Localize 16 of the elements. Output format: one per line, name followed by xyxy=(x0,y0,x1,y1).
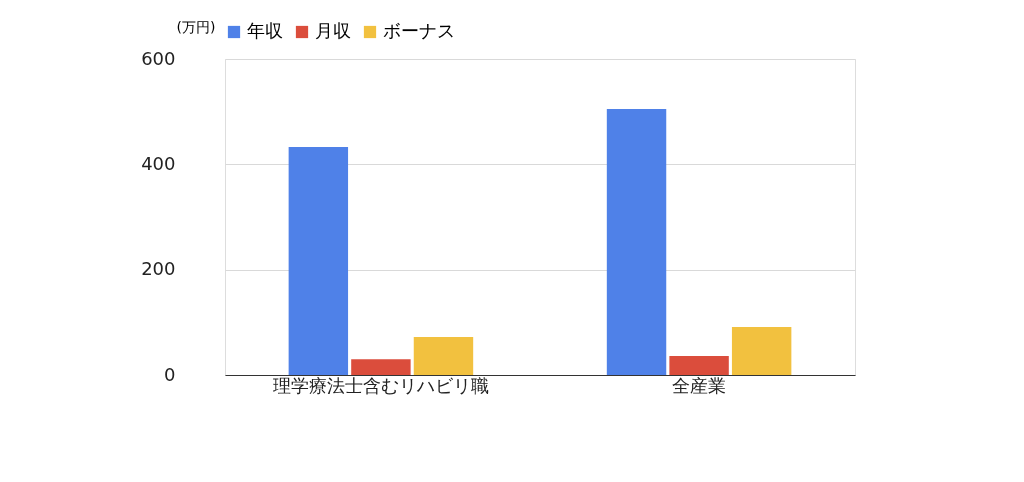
y-tick-label: 200 xyxy=(141,258,176,280)
legend-label: 月収 xyxy=(315,20,351,41)
bar xyxy=(669,356,729,375)
legend-label: ボーナス xyxy=(383,20,455,41)
bar xyxy=(288,146,349,375)
y-axis-title: (万円) xyxy=(176,18,216,35)
y-tick-label: 400 xyxy=(141,152,176,174)
bar xyxy=(413,337,474,375)
bar xyxy=(606,109,667,375)
bar xyxy=(351,359,411,375)
y-tick-label: 600 xyxy=(141,47,176,69)
bar xyxy=(731,327,792,375)
x-tick-label: 全産業 xyxy=(672,374,727,396)
x-tick-label: 理学療法士含むリハビリ職 xyxy=(272,374,489,396)
legend-label: 年収 xyxy=(247,20,283,41)
y-tick-label: 0 xyxy=(164,363,176,385)
